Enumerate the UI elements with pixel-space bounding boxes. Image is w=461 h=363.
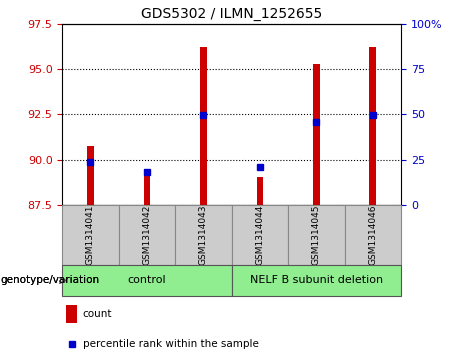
Text: NELF B subunit deletion: NELF B subunit deletion [250,276,383,285]
Bar [143,169,150,205]
Text: control: control [128,276,166,285]
Bar [118,205,175,265]
Text: genotype/variation: genotype/variation [0,276,99,285]
Bar [288,205,344,265]
Text: GSM1314043: GSM1314043 [199,205,208,265]
Bar [313,64,320,205]
Bar [369,47,376,205]
Text: genotype/variation: genotype/variation [1,276,100,285]
Bar [62,205,118,265]
Text: percentile rank within the sample: percentile rank within the sample [83,339,259,350]
Text: GSM1314041: GSM1314041 [86,205,95,265]
Bar [65,306,77,323]
Bar [200,47,207,205]
Bar [256,177,263,205]
Bar [175,205,231,265]
Text: count: count [83,309,112,319]
Bar [62,265,231,296]
Bar [344,205,401,265]
Text: GSM1314045: GSM1314045 [312,205,321,265]
Title: GDS5302 / ILMN_1252655: GDS5302 / ILMN_1252655 [141,7,322,21]
Text: GSM1314042: GSM1314042 [142,205,152,265]
Bar [231,205,288,265]
Text: GSM1314046: GSM1314046 [368,205,378,265]
Bar [231,265,401,296]
Text: GSM1314044: GSM1314044 [255,205,265,265]
Bar [87,146,94,205]
